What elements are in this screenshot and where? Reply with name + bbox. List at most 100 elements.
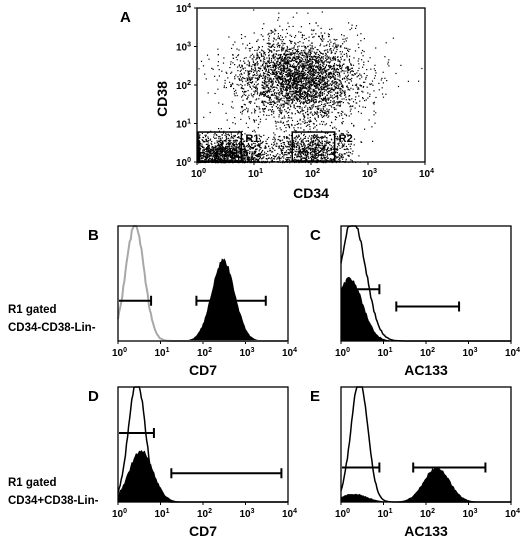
scatter-point [226, 153, 228, 155]
scatter-point [219, 154, 221, 156]
scatter-point [301, 65, 303, 67]
scatter-point [263, 52, 265, 54]
scatter-point [285, 111, 287, 113]
scatter-point [284, 57, 286, 59]
scatter-point [321, 82, 323, 84]
scatter-point [319, 111, 321, 113]
scatter-point [324, 60, 326, 62]
scatter-point [261, 160, 263, 162]
scatter-point [342, 63, 344, 65]
scatter-point [272, 54, 274, 56]
scatter-point [245, 47, 247, 49]
scatter-point [332, 98, 334, 100]
scatter-point [291, 119, 294, 122]
scatter-point [221, 148, 223, 150]
scatter-point [317, 57, 319, 59]
scatter-point [312, 74, 314, 76]
scatter-point [324, 81, 326, 84]
scatter-point [330, 77, 332, 79]
scatter-point [307, 61, 309, 64]
scatter-point [312, 114, 314, 116]
scatter-point [289, 117, 291, 119]
scatter-point [314, 52, 316, 54]
scatter-point [268, 58, 270, 60]
scatter-point [306, 88, 308, 90]
scatter-point [322, 73, 324, 75]
scatter-point [271, 94, 273, 96]
scatter-point [296, 99, 298, 101]
scatter-point [275, 53, 277, 55]
scatter-point [289, 34, 291, 36]
scatter-point [312, 67, 314, 70]
scatter-point [256, 98, 258, 100]
scatter-point [316, 86, 318, 88]
scatter-point [252, 154, 254, 156]
scatter-point [245, 80, 247, 82]
scatter-point [260, 147, 262, 149]
scatter-point [330, 96, 332, 98]
scatter-point [367, 60, 369, 62]
scatter-point [292, 59, 294, 61]
scatter-point [312, 106, 314, 108]
scatter-point [256, 88, 258, 90]
scatter-point [304, 100, 306, 102]
scatter-point [288, 125, 290, 127]
scatter-point [299, 53, 302, 55]
scatter-point [256, 62, 258, 64]
scatter-point [273, 43, 275, 45]
scatter-point [277, 58, 279, 60]
scatter-point [324, 99, 326, 101]
scatter-point [322, 65, 324, 67]
scatter-point [298, 81, 300, 83]
scatter-point [200, 154, 202, 156]
scatter-point [303, 115, 305, 117]
scatter-point [288, 100, 290, 102]
scatter-point [258, 115, 260, 118]
scatter-point [375, 47, 377, 49]
scatter-point [343, 53, 345, 55]
scatter-point [277, 42, 279, 44]
scatter-point [286, 67, 288, 69]
scatter-point [241, 143, 244, 146]
scatter-point [211, 145, 213, 148]
scatter-point [296, 84, 298, 87]
scatter-point [331, 87, 333, 89]
scatter-point [344, 78, 346, 80]
scatter-point [324, 85, 326, 87]
scatter-point [270, 46, 272, 48]
scatter-point [299, 65, 301, 67]
scatter-point [223, 86, 225, 89]
scatter-point [205, 151, 207, 153]
scatter-point [310, 94, 312, 96]
scatter-point [259, 140, 261, 142]
scatter-point [271, 51, 273, 53]
scatter-point [248, 79, 250, 81]
scatter-point [277, 35, 279, 37]
scatter-point [297, 82, 299, 84]
scatter-point [338, 73, 340, 75]
scatter-point [319, 95, 322, 97]
scatter-point [234, 123, 236, 125]
scatter-point [299, 87, 302, 89]
scatter-point [293, 99, 295, 101]
scatter-point [339, 89, 341, 91]
scatter-point [325, 64, 328, 67]
scatter-point [327, 85, 329, 87]
scatter-point [339, 65, 341, 67]
scatter-point [238, 78, 240, 80]
scatter-point [213, 154, 215, 156]
scatter-point [268, 99, 270, 101]
scatter-point [327, 116, 329, 118]
scatter-point [268, 69, 270, 71]
scatter-point [397, 85, 400, 88]
scatter-point [284, 78, 286, 80]
scatter-point [273, 86, 275, 88]
scatter-point [247, 142, 249, 145]
scatter-point [291, 117, 293, 119]
scatter-point [340, 82, 342, 84]
scatter-point [201, 143, 203, 145]
scatter-point [287, 104, 289, 106]
scatter-point [239, 156, 242, 159]
scatter-point [219, 153, 221, 156]
scatter-point [364, 81, 366, 83]
